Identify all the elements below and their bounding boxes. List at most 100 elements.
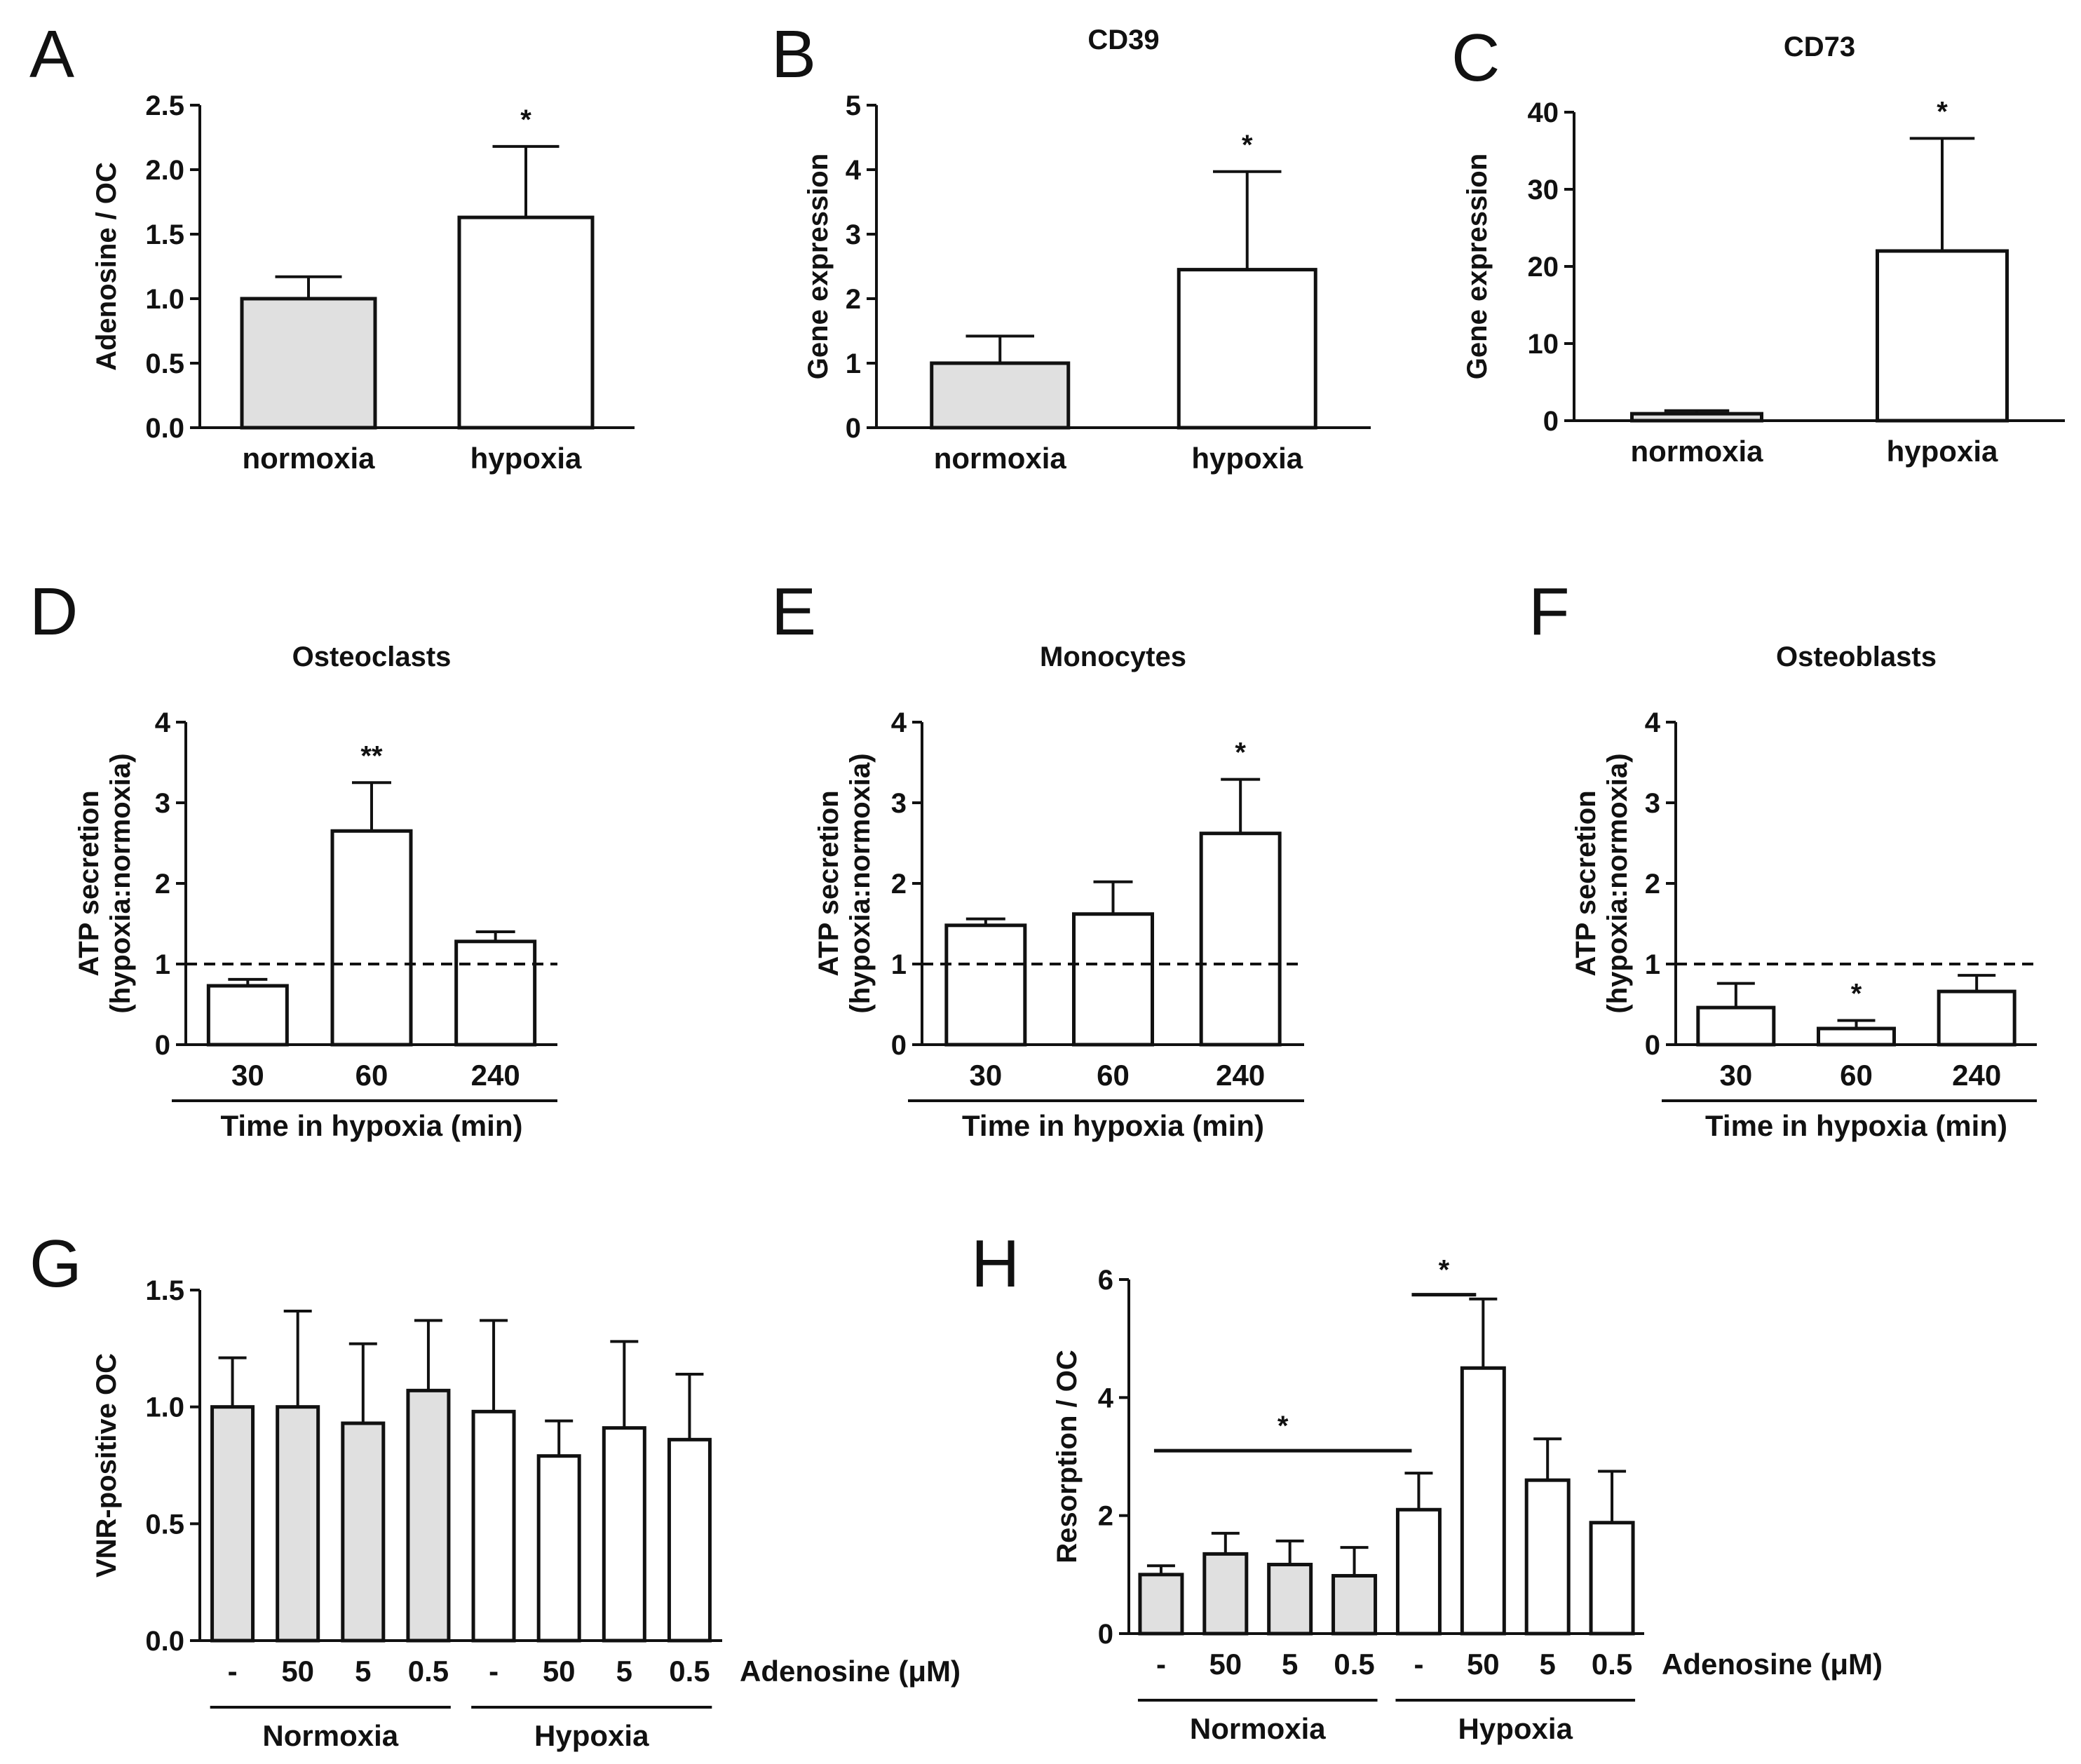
- y-tick-label: 2.0: [145, 155, 184, 186]
- x-tick-label: hypoxia: [1887, 435, 1998, 468]
- y-tick-label: 1: [155, 949, 170, 980]
- bar: [206, 984, 289, 1047]
- significance-marker: *: [1277, 1411, 1289, 1441]
- x-tick-label: 60: [355, 1059, 388, 1092]
- chart-title: Monocytes: [1040, 642, 1186, 672]
- bar: [454, 939, 537, 1047]
- bar: [457, 215, 595, 430]
- x-tick-label: 60: [1840, 1059, 1873, 1092]
- bar: [1331, 1574, 1378, 1636]
- group-label: Normoxia: [262, 1719, 398, 1752]
- x-tick-label: 50: [1209, 1648, 1242, 1681]
- panel-A: A 0.0 0.5 1.0 1.5 2.0 2.5 Adenosine / OC normoxi…: [29, 17, 635, 475]
- panel-letter: A: [29, 17, 74, 92]
- y-tick-label: 4: [1645, 707, 1661, 738]
- bar: [1876, 249, 2009, 423]
- x-tick-label: normoxia: [934, 442, 1067, 475]
- y-tick-label: 2: [155, 869, 170, 900]
- x-tick-label: -: [1156, 1648, 1166, 1681]
- bar: [1072, 912, 1154, 1047]
- significance-marker: *: [1235, 738, 1246, 768]
- y-tick-label: 2.5: [145, 90, 184, 121]
- chart-title: CD73: [1784, 32, 1855, 62]
- x-axis-label: Time in hypoxia (min): [962, 1109, 1264, 1142]
- y-tick-label: 1.5: [145, 219, 184, 250]
- bar: [1202, 1552, 1249, 1636]
- panel-B: B CD39 0 1 2 3 4 5 Gene expression normoxia * hypox…: [771, 17, 1371, 475]
- x-axis-label: Time in hypoxia (min): [221, 1109, 523, 1142]
- y-tick-label: 0.0: [145, 1626, 184, 1657]
- panel-E: E Monocytes 0 1 2 3 4 ATP secretion (hypoxia:nor…: [771, 574, 1304, 1142]
- bar: [1937, 989, 2016, 1047]
- y-tick-label: 1.5: [145, 1275, 184, 1306]
- x-tick-label: 240: [471, 1059, 520, 1092]
- y-tick-label: 20: [1528, 252, 1559, 283]
- bar: [930, 361, 1071, 430]
- y-tick-label: 0: [846, 413, 861, 444]
- bar: [1267, 1563, 1313, 1636]
- bar: [1817, 1026, 1896, 1047]
- bar: [406, 1388, 451, 1643]
- chart-title: Osteoclasts: [292, 642, 452, 672]
- y-tick-label: 0: [155, 1030, 170, 1061]
- y-tick-label: 0: [1645, 1030, 1660, 1061]
- y-axis-label-2: (hypoxia:normoxia): [105, 753, 136, 1013]
- bar: [1696, 1005, 1776, 1047]
- x-tick-label: 240: [1952, 1059, 2001, 1092]
- y-tick-label: 0: [1098, 1619, 1113, 1650]
- y-tick-label: 0: [1543, 406, 1559, 437]
- y-tick-label: 2: [891, 869, 907, 900]
- bar: [1138, 1573, 1184, 1636]
- y-axis-label: Adenosine / OC: [91, 162, 122, 371]
- x-tick-label: 0.5: [1334, 1648, 1374, 1681]
- y-tick-label: 1.0: [145, 284, 184, 315]
- y-axis-label-2: (hypoxia:normoxia): [1602, 753, 1633, 1013]
- x-tick-label: 5: [616, 1655, 632, 1688]
- bar: [330, 829, 413, 1047]
- y-axis-label: VNR-positive OC: [91, 1353, 122, 1578]
- y-tick-label: 4: [846, 155, 862, 186]
- x-axis-label: Time in hypoxia (min): [1705, 1109, 2007, 1142]
- bar: [1199, 832, 1282, 1047]
- y-axis-label: Resorption / OC: [1052, 1350, 1083, 1563]
- x-tick-label: 60: [1097, 1059, 1130, 1092]
- y-axis-label: ATP secretion: [1571, 790, 1601, 976]
- bar: [210, 1405, 255, 1643]
- x-tick-label: 5: [1540, 1648, 1556, 1681]
- group-label: Hypoxia: [1458, 1712, 1573, 1745]
- bar: [944, 923, 1027, 1047]
- x-axis-label: Adenosine (μM): [740, 1655, 961, 1688]
- y-tick-label: 30: [1528, 175, 1559, 205]
- x-tick-label: 50: [1467, 1648, 1500, 1681]
- x-tick-label: 5: [355, 1655, 371, 1688]
- bar: [276, 1405, 320, 1643]
- panel-letter: H: [971, 1226, 1019, 1301]
- y-tick-label: 1: [846, 348, 861, 379]
- x-tick-label: 30: [969, 1059, 1002, 1092]
- bar: [341, 1421, 386, 1643]
- y-axis-label: ATP secretion: [74, 790, 104, 976]
- x-tick-label: 5: [1282, 1648, 1298, 1681]
- group-label: Normoxia: [1190, 1712, 1326, 1745]
- panel-letter: B: [771, 17, 816, 92]
- significance-marker: **: [360, 740, 383, 771]
- bar: [1460, 1366, 1506, 1636]
- y-axis-label-2: (hypoxia:normoxia): [845, 753, 876, 1013]
- panel-G: G 0.0 0.5 1.0 1.5 VNR-positive OC - 50 5 0.5 - 50 5 0…: [29, 1226, 961, 1752]
- bar: [667, 1437, 712, 1643]
- y-tick-label: 3: [846, 219, 861, 250]
- y-tick-label: 2: [1645, 869, 1660, 900]
- y-tick-label: 3: [155, 788, 170, 819]
- bar: [1177, 268, 1317, 430]
- y-tick-label: 3: [1645, 788, 1660, 819]
- chart-title: CD39: [1087, 25, 1159, 55]
- x-tick-label: 50: [281, 1655, 314, 1688]
- x-tick-label: normoxia: [242, 442, 375, 475]
- panel-letter: E: [771, 574, 816, 649]
- y-tick-label: 40: [1528, 97, 1559, 128]
- significance-marker: *: [1439, 1255, 1450, 1286]
- significance-marker: *: [1851, 979, 1862, 1010]
- bar: [602, 1426, 646, 1643]
- panel-letter: F: [1528, 574, 1570, 649]
- y-tick-label: 4: [891, 707, 907, 738]
